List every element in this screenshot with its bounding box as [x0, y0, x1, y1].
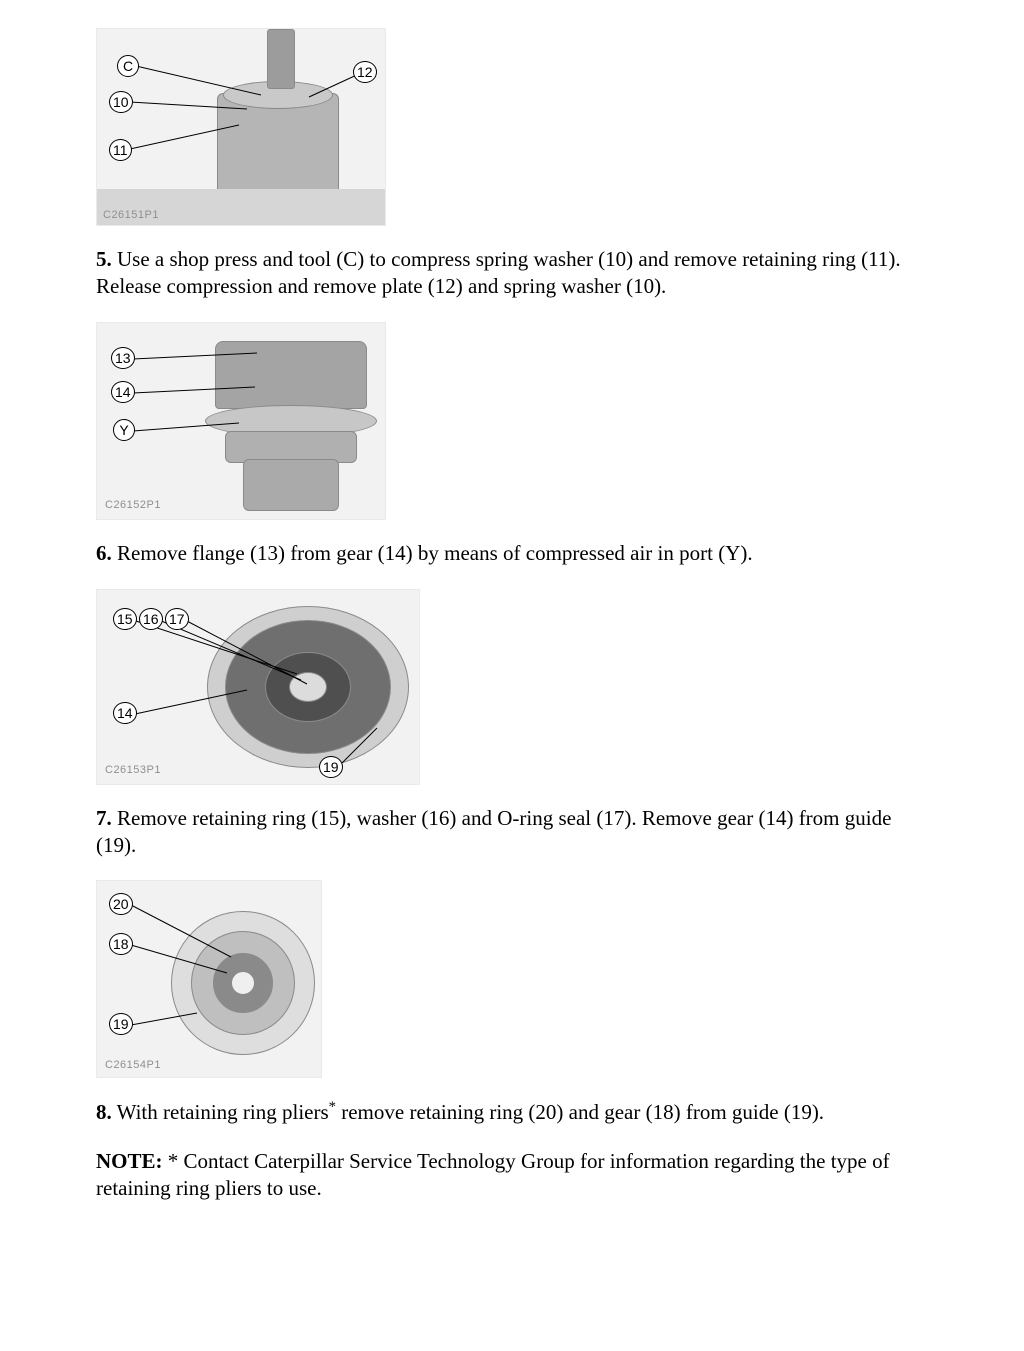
callout-14: 14 [111, 381, 135, 403]
figure-4-leaders [97, 881, 321, 1077]
figure-2-image-label: C26152P1 [105, 499, 161, 511]
figure-2: 13 14 Y C26152P1 [96, 322, 386, 520]
figure-3: 15 16 17 14 19 C26153P1 [96, 589, 420, 785]
step-6-number: 6. [96, 541, 112, 565]
callout-16: 16 [139, 608, 163, 630]
callout-18: 18 [109, 933, 133, 955]
note-label: NOTE: [96, 1149, 163, 1173]
step-7-text: Remove retaining ring (15), washer (16) … [96, 806, 891, 857]
figure-4-image-label: C26154P1 [105, 1059, 161, 1071]
callout-10: 10 [109, 91, 133, 113]
figure-4: 20 18 19 C26154P1 [96, 880, 322, 1078]
callout-11: 11 [109, 139, 132, 161]
figure-3-image-label: C26153P1 [105, 764, 161, 776]
step-7-number: 7. [96, 806, 112, 830]
step-8-sup: * [329, 1099, 336, 1115]
step-5: 5. Use a shop press and tool (C) to comp… [96, 246, 928, 300]
step-6-text: Remove flange (13) from gear (14) by mea… [112, 541, 753, 565]
step-8-number: 8. [96, 1100, 112, 1124]
step-5-text: Use a shop press and tool (C) to compres… [96, 247, 901, 298]
note-text: * Contact Caterpillar Service Technology… [96, 1149, 890, 1200]
step-8-pre: With retaining ring pliers [112, 1100, 329, 1124]
document-page: C 10 11 12 C26151P1 5. Use a shop press … [0, 0, 1024, 1264]
callout-20: 20 [109, 893, 133, 915]
callout-13: 13 [111, 347, 135, 369]
callout-17: 17 [165, 608, 189, 630]
figure-1-leaders [97, 29, 385, 225]
callout-12: 12 [353, 61, 377, 83]
figure-1-image-label: C26151P1 [103, 209, 159, 221]
note: NOTE: * Contact Caterpillar Service Tech… [96, 1148, 928, 1202]
step-8: 8. With retaining ring pliers* remove re… [96, 1098, 928, 1126]
callout-y: Y [113, 419, 135, 441]
callout-14b: 14 [113, 702, 137, 724]
step-5-number: 5. [96, 247, 112, 271]
callout-15: 15 [113, 608, 137, 630]
step-8-post: remove retaining ring (20) and gear (18)… [336, 1100, 824, 1124]
callout-19b: 19 [109, 1013, 133, 1035]
callout-c: C [117, 55, 139, 77]
step-6: 6. Remove flange (13) from gear (14) by … [96, 540, 928, 567]
figure-2-leaders [97, 323, 385, 519]
step-7: 7. Remove retaining ring (15), washer (1… [96, 805, 928, 859]
figure-1: C 10 11 12 C26151P1 [96, 28, 386, 226]
callout-19: 19 [319, 756, 343, 778]
